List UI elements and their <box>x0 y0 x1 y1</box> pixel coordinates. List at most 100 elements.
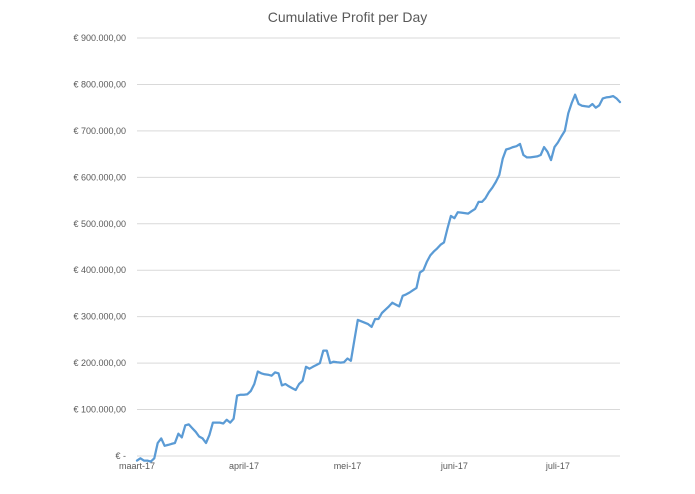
data-point <box>139 457 141 459</box>
data-point <box>136 459 138 461</box>
data-point <box>505 148 507 150</box>
data-point <box>157 442 159 444</box>
data-point <box>426 261 428 263</box>
data-point <box>460 211 462 213</box>
data-point <box>267 374 269 376</box>
data-point <box>470 210 472 212</box>
data-point <box>305 366 307 368</box>
data-point <box>484 197 486 199</box>
data-point <box>550 159 552 161</box>
data-point <box>246 393 248 395</box>
data-point <box>391 302 393 304</box>
data-point <box>257 370 259 372</box>
series-line <box>135 93 622 463</box>
data-point <box>298 383 300 385</box>
data-point <box>329 362 331 364</box>
data-point <box>560 135 562 137</box>
data-point <box>498 174 500 176</box>
data-point <box>208 434 210 436</box>
data-point <box>553 146 555 148</box>
data-point <box>150 460 152 462</box>
data-point <box>357 319 359 321</box>
data-point <box>381 312 383 314</box>
data-point <box>222 422 224 424</box>
data-point <box>198 435 200 437</box>
data-point <box>429 254 431 256</box>
data-point <box>370 326 372 328</box>
data-point <box>181 436 183 438</box>
data-point <box>612 95 614 97</box>
data-point <box>253 383 255 385</box>
data-point <box>502 158 504 160</box>
data-point <box>491 186 493 188</box>
data-point <box>250 390 252 392</box>
data-point <box>163 445 165 447</box>
data-point <box>239 394 241 396</box>
data-point <box>295 389 297 391</box>
data-point <box>191 427 193 429</box>
data-point <box>346 357 348 359</box>
data-point <box>519 143 521 145</box>
data-point <box>281 384 283 386</box>
data-point <box>508 147 510 149</box>
y-tick-label: € 700.000,00 <box>73 126 126 136</box>
data-point <box>188 423 190 425</box>
data-point <box>339 361 341 363</box>
data-point <box>364 322 366 324</box>
data-point <box>495 181 497 183</box>
data-point <box>529 156 531 158</box>
x-axis-tick-labels: maart-17 april-17 mei-17 juni-17 juli-17 <box>119 461 570 471</box>
data-point <box>201 437 203 439</box>
y-tick-label: € 500.000,00 <box>73 219 126 229</box>
x-tick-label: juli-17 <box>545 461 570 471</box>
data-point <box>419 271 421 273</box>
y-tick-label: € 600.000,00 <box>73 172 126 182</box>
data-point <box>277 372 279 374</box>
data-point <box>263 373 265 375</box>
y-tick-label: € 400.000,00 <box>73 265 126 275</box>
data-point <box>308 368 310 370</box>
y-tick-label: € 800.000,00 <box>73 79 126 89</box>
gridlines <box>137 37 620 457</box>
data-point <box>598 104 600 106</box>
data-point <box>226 419 228 421</box>
data-point <box>433 250 435 252</box>
data-point <box>315 364 317 366</box>
data-point <box>374 318 376 320</box>
data-point <box>439 244 441 246</box>
data-point <box>319 362 321 364</box>
data-point <box>474 208 476 210</box>
y-tick-label: € 900.000,00 <box>73 33 126 43</box>
data-point <box>270 375 272 377</box>
data-point <box>343 361 345 363</box>
data-point <box>543 146 545 148</box>
data-point <box>153 457 155 459</box>
series-layer <box>135 93 622 463</box>
data-point <box>526 156 528 158</box>
data-point <box>584 105 586 107</box>
data-point <box>143 459 145 461</box>
data-point <box>332 361 334 363</box>
data-point <box>350 360 352 362</box>
data-point <box>177 433 179 435</box>
data-point <box>243 394 245 396</box>
data-point <box>450 215 452 217</box>
data-point <box>229 421 231 423</box>
data-point <box>405 293 407 295</box>
data-point <box>536 155 538 157</box>
data-point <box>367 323 369 325</box>
data-point <box>577 103 579 105</box>
data-point <box>453 217 455 219</box>
data-point <box>464 212 466 214</box>
data-point <box>515 145 517 147</box>
data-point <box>274 371 276 373</box>
data-point <box>533 156 535 158</box>
data-point <box>481 201 483 203</box>
data-point <box>436 247 438 249</box>
data-point <box>557 141 559 143</box>
data-point <box>512 146 514 148</box>
data-point <box>219 421 221 423</box>
data-point <box>388 305 390 307</box>
data-point <box>540 154 542 156</box>
